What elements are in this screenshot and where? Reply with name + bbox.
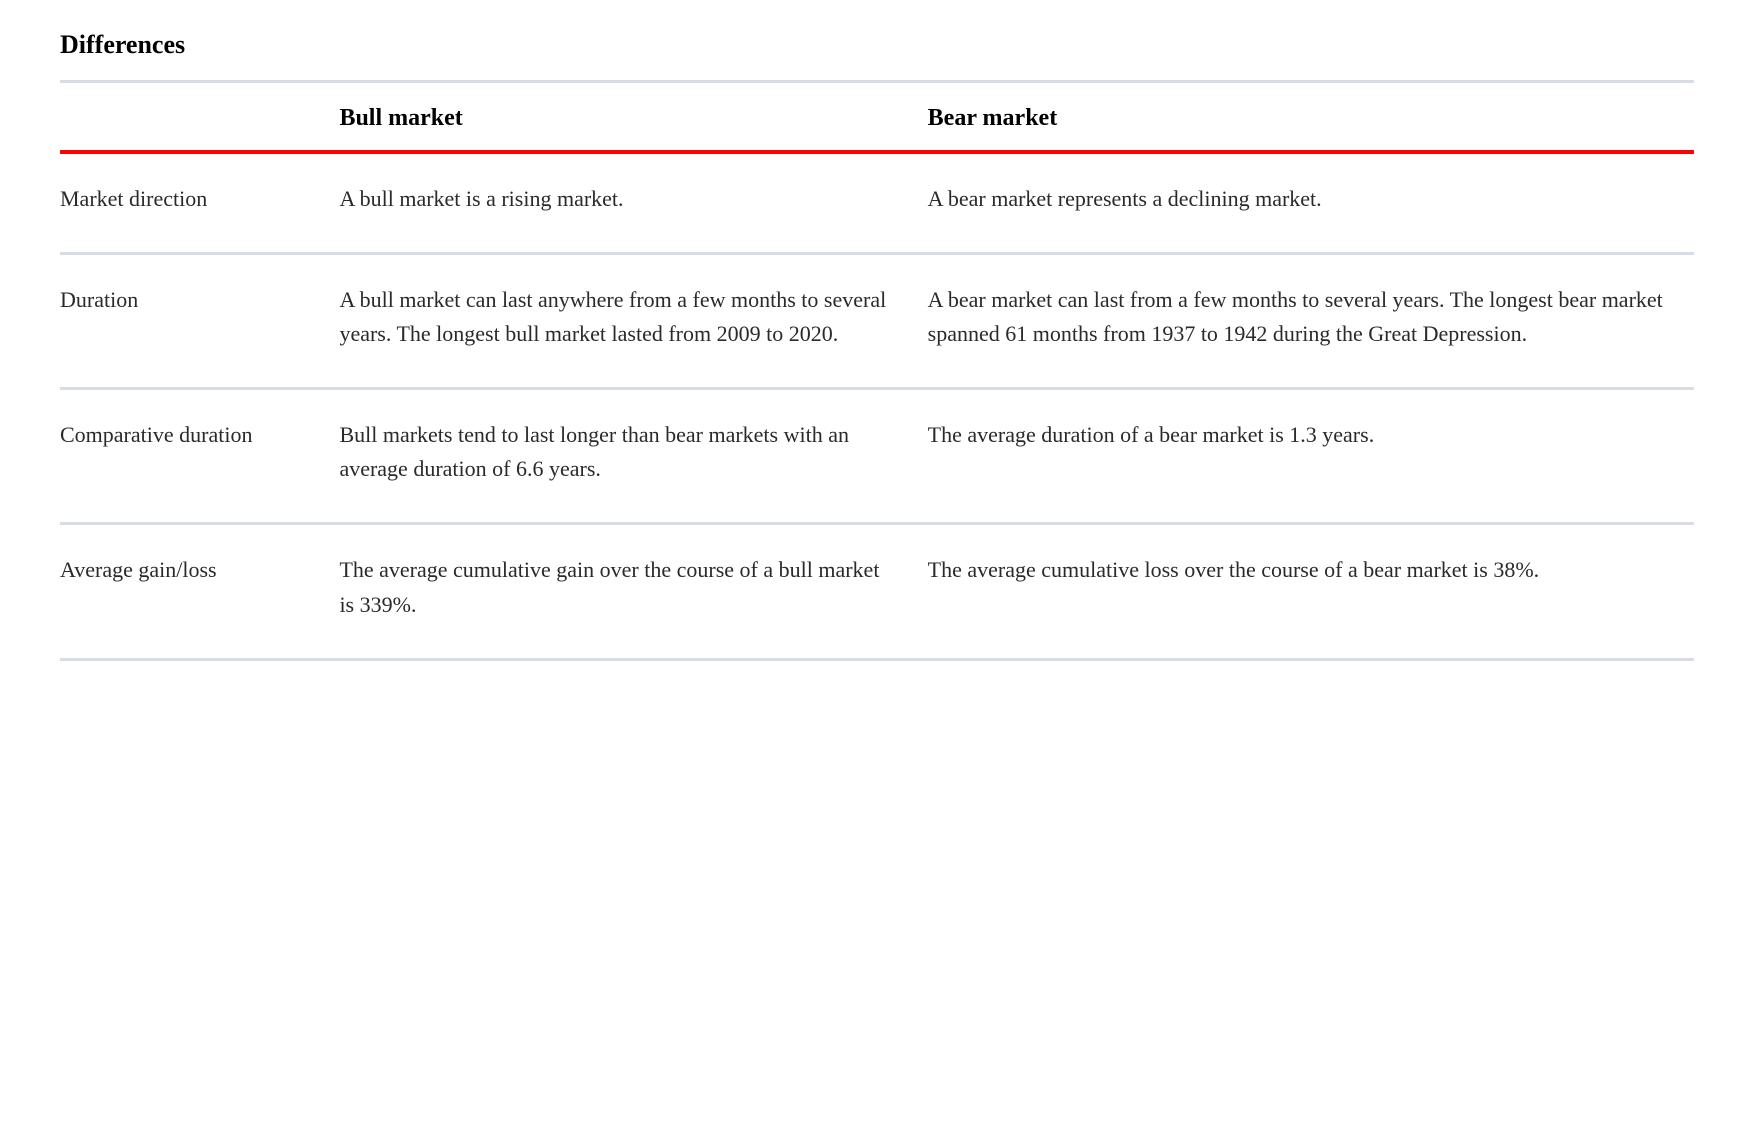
row-bull-cell: A bull market can last anywhere from a f… bbox=[321, 254, 909, 389]
row-bull-cell: Bull markets tend to last longer than be… bbox=[321, 389, 909, 524]
comparison-table: Bull market Bear market Market direction… bbox=[60, 83, 1694, 661]
table-header-empty bbox=[60, 83, 321, 152]
row-label: Comparative duration bbox=[60, 389, 321, 524]
row-label: Market direction bbox=[60, 152, 321, 254]
row-label: Average gain/loss bbox=[60, 524, 321, 659]
comparison-table-wrapper: Bull market Bear market Market direction… bbox=[60, 80, 1694, 661]
row-bull-cell: A bull market is a rising market. bbox=[321, 152, 909, 254]
table-header-row: Bull market Bear market bbox=[60, 83, 1694, 152]
table-row: Average gain/loss The average cumulative… bbox=[60, 524, 1694, 659]
section-title: Differences bbox=[60, 30, 1694, 60]
row-bear-cell: The average duration of a bear market is… bbox=[910, 389, 1694, 524]
row-bear-cell: A bear market can last from a few months… bbox=[910, 254, 1694, 389]
table-header-bull: Bull market bbox=[321, 83, 909, 152]
table-row: Comparative duration Bull markets tend t… bbox=[60, 389, 1694, 524]
table-row: Duration A bull market can last anywhere… bbox=[60, 254, 1694, 389]
table-header-bear: Bear market bbox=[910, 83, 1694, 152]
row-bull-cell: The average cumulative gain over the cou… bbox=[321, 524, 909, 659]
row-label: Duration bbox=[60, 254, 321, 389]
table-row: Market direction A bull market is a risi… bbox=[60, 152, 1694, 254]
row-bear-cell: A bear market represents a declining mar… bbox=[910, 152, 1694, 254]
row-bear-cell: The average cumulative loss over the cou… bbox=[910, 524, 1694, 659]
